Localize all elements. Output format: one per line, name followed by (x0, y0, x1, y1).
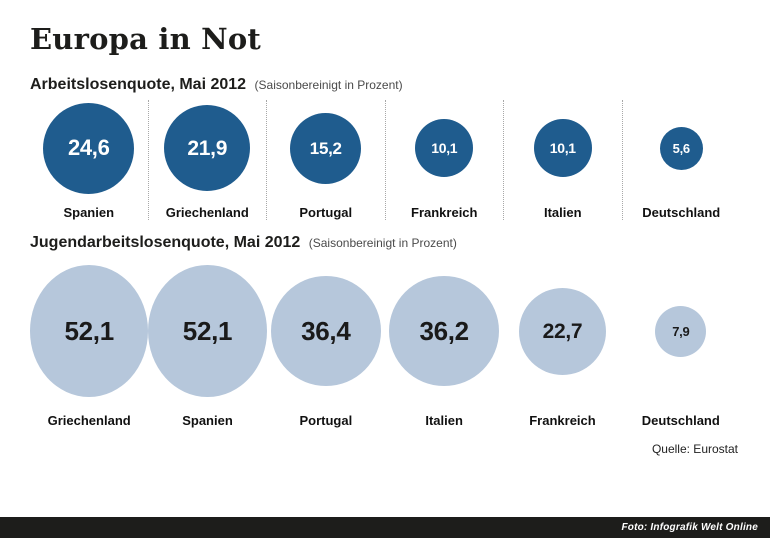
bubble-area: 24,6 (30, 100, 148, 196)
chart-title: Jugendarbeitslosenquote, Mai 2012 (30, 234, 301, 251)
value-bubble: 7,9 (655, 305, 707, 357)
country-label: Italien (543, 205, 582, 220)
chart-column: 52,1 Spanien (148, 258, 267, 428)
bubble-area: 52,1 (30, 258, 149, 404)
chart-title: Arbeitslosenquote, Mai 2012 (30, 76, 247, 93)
value-bubble: 21,9 (164, 105, 251, 191)
content-area: Europa in Not Arbeitslosenquote, Mai 201… (30, 22, 740, 456)
unemployment-chart-section: Arbeitslosenquote, Mai 2012 (Saisonberei… (30, 76, 740, 220)
country-label: Deutschland (641, 413, 720, 428)
chart-column: 10,1 Italien (504, 100, 623, 220)
chart-heading: Jugendarbeitslosenquote, Mai 2012 (Saiso… (30, 234, 740, 252)
chart-heading: Arbeitslosenquote, Mai 2012 (Saisonberei… (30, 76, 740, 94)
country-label: Spanien (182, 413, 233, 428)
footer-bar: Foto: Infografik Welt Online (0, 517, 770, 538)
chart-column: 52,1 Griechenland (30, 258, 149, 428)
bubble-area: 15,2 (267, 100, 385, 196)
value-bubble: 10,1 (415, 119, 474, 177)
value-bubble: 15,2 (290, 112, 362, 184)
chart-column: 22,7 Frankreich (503, 258, 621, 428)
value-bubble: 52,1 (30, 265, 149, 397)
bubble-area: 21,9 (149, 100, 267, 196)
country-label: Frankreich (411, 205, 478, 220)
country-label: Frankreich (529, 413, 596, 428)
bubble-row: 24,6 Spanien 21,9 Griechenland 15,2 Portugal 1… (30, 100, 740, 220)
bubble-area: 36,4 (267, 258, 385, 404)
value-bubble: 52,1 (148, 265, 267, 397)
value-bubble: 5,6 (659, 126, 703, 170)
bubble-area: 7,9 (622, 258, 740, 404)
chart-note: (Saisonbereinigt in Prozent) (308, 236, 457, 250)
value-bubble: 36,2 (389, 276, 500, 386)
bubble-area: 10,1 (386, 100, 504, 196)
chart-column: 7,9 Deutschland (622, 258, 740, 428)
country-label: Griechenland (165, 205, 249, 220)
chart-column: 36,4 Portugal (267, 258, 385, 428)
country-label: Portugal (299, 205, 353, 220)
bubble-area: 10,1 (504, 100, 622, 196)
bubble-area: 5,6 (623, 100, 741, 196)
youth-unemployment-chart-section: Jugendarbeitslosenquote, Mai 2012 (Saiso… (30, 234, 740, 428)
source-label: Quelle: Eurostat (651, 442, 738, 456)
country-label: Portugal (299, 413, 353, 428)
chart-column: 15,2 Portugal (267, 100, 386, 220)
chart-note: (Saisonbereinigt in Prozent) (254, 78, 403, 92)
value-bubble: 36,4 (270, 276, 381, 386)
bubble-area: 36,2 (385, 258, 503, 404)
page-title: Europa in Not (30, 22, 262, 56)
chart-column: 36,2 Italien (385, 258, 503, 428)
country-label: Deutschland (642, 205, 721, 220)
chart-column: 21,9 Griechenland (149, 100, 267, 220)
chart-column: 24,6 Spanien (30, 100, 149, 220)
country-label: Italien (425, 413, 463, 428)
country-label: Griechenland (47, 413, 131, 428)
country-label: Spanien (63, 205, 115, 220)
bubble-row: 52,1 Griechenland 52,1 Spanien 36,4 Portugal 3… (30, 258, 740, 428)
value-bubble: 24,6 (43, 102, 135, 194)
value-bubble: 22,7 (518, 287, 606, 375)
photo-credit-label: Foto: Infografik Welt Online (621, 522, 758, 533)
bubble-area: 22,7 (503, 258, 621, 404)
chart-column: 10,1 Frankreich (386, 100, 504, 220)
value-bubble: 10,1 (533, 119, 592, 177)
bubble-area: 52,1 (148, 258, 267, 404)
chart-column: 5,6 Deutschland (623, 100, 741, 220)
